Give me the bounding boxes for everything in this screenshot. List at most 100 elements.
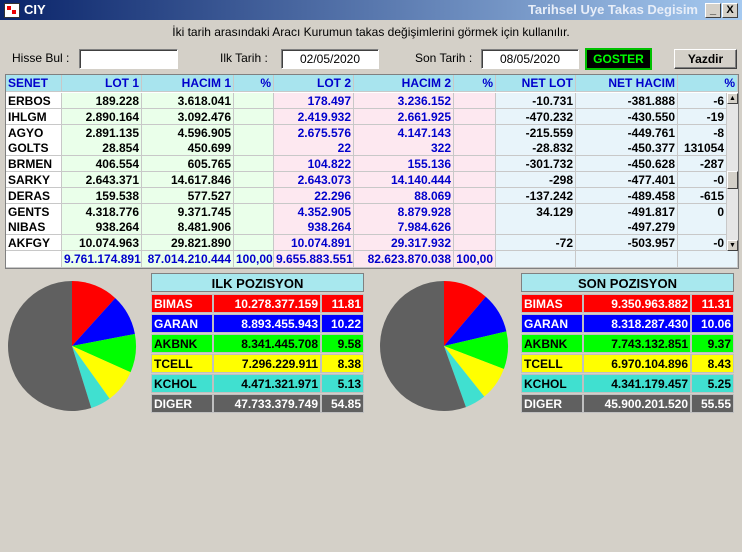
cell-pct2[interactable]: [454, 219, 496, 236]
cell-hacim2[interactable]: 4.147.143: [354, 124, 454, 141]
cell-lot2[interactable]: 2.643.073: [274, 172, 354, 188]
cell-senet[interactable]: AGYO: [6, 124, 62, 141]
cell-netlot[interactable]: [496, 219, 576, 236]
scroll-up-icon[interactable]: ▲: [727, 93, 738, 104]
yazdir-button[interactable]: Yazdir: [674, 49, 737, 69]
table-row[interactable]: GOLTS 28.854 450.699 22 322 -28.832 -450.377 13…: [6, 140, 738, 158]
header-pct3[interactable]: %: [678, 75, 738, 92]
cell-senet[interactable]: NIBAS: [6, 219, 62, 236]
cell-pct1[interactable]: [234, 187, 274, 204]
cell-pct3[interactable]: [678, 219, 727, 236]
header-pct2[interactable]: %: [454, 75, 496, 92]
cell-hacim1[interactable]: 3.618.041: [142, 93, 234, 109]
cell-nethacim[interactable]: -450.628: [576, 156, 678, 173]
cell-netlot[interactable]: 34.129: [496, 203, 576, 220]
cell-hacim1[interactable]: 605.765: [142, 156, 234, 173]
cell-lot1[interactable]: 10.074.963: [62, 235, 142, 252]
scroll-down-icon[interactable]: ▼: [727, 240, 738, 251]
cell-hacim1[interactable]: 8.481.906: [142, 219, 234, 236]
cell-hacim1[interactable]: 450.699: [142, 140, 234, 157]
cell-hacim2[interactable]: 155.136: [354, 156, 454, 173]
header-hacim1[interactable]: HACIM 1: [142, 75, 234, 92]
cell-pct1[interactable]: [234, 93, 274, 109]
cell-pct2[interactable]: [454, 108, 496, 125]
cell-nethacim[interactable]: -449.761: [576, 124, 678, 141]
table-row[interactable]: NIBAS 938.264 8.481.906 938.264 7.984.626 -49…: [6, 219, 738, 237]
cell-pct3[interactable]: -8: [678, 124, 727, 141]
header-hacim2[interactable]: HACIM 2: [354, 75, 454, 92]
cell-hacim2[interactable]: 29.317.932: [354, 235, 454, 252]
scroll-thumb[interactable]: [727, 171, 738, 189]
hisse-search-input[interactable]: [79, 49, 178, 69]
cell-nethacim[interactable]: -497.279: [576, 219, 678, 236]
cell-pct2[interactable]: [454, 140, 496, 157]
cell-lot1[interactable]: 2.891.135: [62, 124, 142, 141]
cell-lot2[interactable]: 104.822: [274, 156, 354, 173]
cell-pct2[interactable]: [454, 156, 496, 173]
cell-lot1[interactable]: 938.264: [62, 219, 142, 236]
cell-pct2[interactable]: [454, 235, 496, 252]
header-netlot[interactable]: NET LOT: [496, 75, 576, 92]
cell-pct3[interactable]: 0: [678, 203, 727, 220]
minimize-button[interactable]: _: [705, 3, 721, 18]
cell-lot1[interactable]: 2.643.371: [62, 172, 142, 188]
cell-lot2[interactable]: 2.675.576: [274, 124, 354, 141]
cell-netlot[interactable]: -72: [496, 235, 576, 252]
cell-pct2[interactable]: [454, 124, 496, 141]
cell-nethacim[interactable]: -491.817: [576, 203, 678, 220]
cell-pct1[interactable]: [234, 203, 274, 220]
table-row[interactable]: SARKY 2.643.371 14.617.846 2.643.073 14.140.…: [6, 172, 738, 190]
cell-pct2[interactable]: [454, 172, 496, 188]
cell-pct3[interactable]: -615: [678, 187, 727, 204]
cell-lot2[interactable]: 4.352.905: [274, 203, 354, 220]
vertical-scrollbar[interactable]: ▲ ▼: [727, 93, 738, 251]
cell-pct2[interactable]: [454, 93, 496, 109]
cell-pct1[interactable]: [234, 219, 274, 236]
cell-hacim1[interactable]: 577.527: [142, 187, 234, 204]
cell-hacim2[interactable]: 322: [354, 140, 454, 157]
header-pct1[interactable]: %: [234, 75, 274, 92]
cell-pct1[interactable]: [234, 235, 274, 252]
cell-pct3[interactable]: -287: [678, 156, 727, 173]
cell-hacim2[interactable]: 2.661.925: [354, 108, 454, 125]
cell-nethacim[interactable]: -503.957: [576, 235, 678, 252]
cell-hacim1[interactable]: 3.092.476: [142, 108, 234, 125]
table-row[interactable]: ERBOS 189.228 3.618.041 178.497 3.236.152 -10…: [6, 93, 738, 111]
table-row[interactable]: AKFGY 10.074.963 29.821.890 10.074.891 29.31…: [6, 235, 738, 253]
cell-lot2[interactable]: 938.264: [274, 219, 354, 236]
cell-netlot[interactable]: -298: [496, 172, 576, 188]
table-row[interactable]: AGYO 2.891.135 4.596.905 2.675.576 4.147.143…: [6, 124, 738, 143]
cell-senet[interactable]: IHLGM: [6, 108, 62, 125]
cell-netlot[interactable]: -137.242: [496, 187, 576, 204]
cell-hacim1[interactable]: 14.617.846: [142, 172, 234, 188]
cell-lot1[interactable]: 159.538: [62, 187, 142, 204]
cell-senet[interactable]: BRMEN: [6, 156, 62, 173]
cell-lot1[interactable]: 189.228: [62, 93, 142, 109]
cell-pct1[interactable]: [234, 140, 274, 157]
cell-lot1[interactable]: 28.854: [62, 140, 142, 157]
close-button[interactable]: X: [722, 3, 738, 18]
cell-nethacim[interactable]: -477.401: [576, 172, 678, 188]
cell-hacim1[interactable]: 4.596.905: [142, 124, 234, 141]
cell-pct3[interactable]: -6: [678, 93, 727, 109]
cell-pct3[interactable]: -0: [678, 172, 727, 188]
cell-nethacim[interactable]: -450.377: [576, 140, 678, 157]
cell-pct3[interactable]: 131054: [678, 140, 727, 157]
cell-pct3[interactable]: -19: [678, 108, 727, 125]
cell-nethacim[interactable]: -430.550: [576, 108, 678, 125]
header-senet[interactable]: SENET: [6, 75, 62, 92]
cell-lot2[interactable]: 178.497: [274, 93, 354, 109]
cell-hacim2[interactable]: 7.984.626: [354, 219, 454, 236]
cell-lot1[interactable]: 406.554: [62, 156, 142, 173]
table-row[interactable]: BRMEN 406.554 605.765 104.822 155.136 -301.73…: [6, 156, 738, 174]
cell-senet[interactable]: GENTS: [6, 203, 62, 220]
cell-lot2[interactable]: 22: [274, 140, 354, 157]
cell-hacim2[interactable]: 14.140.444: [354, 172, 454, 188]
table-row[interactable]: DERAS 159.538 577.527 22.296 88.069 -137.242-…: [6, 187, 738, 206]
cell-lot1[interactable]: 4.318.776: [62, 203, 142, 220]
goster-button[interactable]: GOSTER: [585, 48, 652, 70]
table-row[interactable]: IHLGM 2.890.164 3.092.476 2.419.932 2.661.92…: [6, 108, 738, 127]
cell-pct3[interactable]: -0: [678, 235, 727, 252]
cell-pct1[interactable]: [234, 156, 274, 173]
header-nethacim[interactable]: NET HACIM: [576, 75, 678, 92]
